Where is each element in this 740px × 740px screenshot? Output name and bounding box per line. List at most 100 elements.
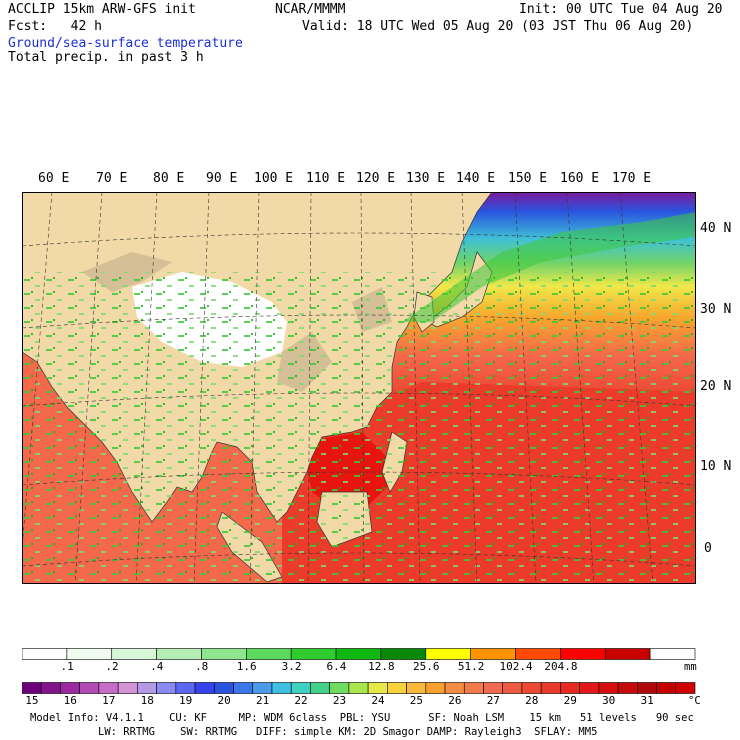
- colorbar-swatch: [156, 682, 177, 694]
- colorbar-swatch: [290, 648, 337, 660]
- colorbar-swatch: [406, 682, 427, 694]
- field-title-temperature: Ground/sea-surface temperature: [8, 36, 243, 51]
- lat-label: 20 N: [700, 379, 732, 394]
- colorbar-swatch: [579, 682, 600, 694]
- lat-lon-grid: [22, 192, 696, 584]
- colorbar-label: 24: [371, 694, 385, 707]
- colorbar-swatch: [137, 682, 157, 694]
- colorbar-label: 28: [525, 694, 539, 707]
- lon-label: 110 E: [306, 171, 346, 186]
- longitude-line: [619, 192, 654, 584]
- colorbar-label: 3.2: [281, 660, 302, 673]
- colorbar-swatch: [175, 682, 196, 694]
- lon-label: 140 E: [456, 171, 496, 186]
- colorbar-label: 6.4: [326, 660, 347, 673]
- lat-label: 10 N: [700, 459, 732, 474]
- colorbar-label: 15: [25, 694, 39, 707]
- colorbar-label: 20: [217, 694, 231, 707]
- colorbar-swatch: [233, 682, 254, 694]
- model-title: ACCLIP 15km ARW-GFS init: [8, 2, 196, 17]
- colorbar-swatch: [111, 648, 157, 660]
- lon-label: 90 E: [206, 171, 238, 186]
- map-border: [22, 192, 696, 584]
- colorbar-swatch: [335, 648, 382, 660]
- longitude-line: [74, 192, 103, 584]
- lon-label: 60 E: [38, 171, 70, 186]
- colorbar-label: 102.4: [499, 660, 533, 673]
- lon-label: 170 E: [612, 171, 652, 186]
- colorbar-swatch: [656, 682, 677, 694]
- latitude-line: [22, 552, 696, 567]
- longitude-line: [514, 192, 537, 584]
- lat-label: 0: [704, 541, 712, 556]
- colorbar-swatch: [310, 682, 330, 694]
- colorbar-swatch: [387, 682, 407, 694]
- colorbar-swatch: [444, 682, 465, 694]
- colorbar-swatch: [425, 648, 471, 660]
- colorbar-label: 19: [179, 694, 193, 707]
- colorbar-label: 27: [486, 694, 500, 707]
- valid-time: Valid: 18 UTC Wed 05 Aug 20 (03 JST Thu …: [302, 19, 694, 34]
- colorbar-swatch: [540, 682, 561, 694]
- colorbar-swatch: [560, 682, 580, 694]
- colorbar-label: 21: [255, 694, 270, 707]
- precip-colorbar: [22, 648, 696, 660]
- precip-unit: mm: [684, 661, 697, 673]
- longitude-line: [22, 192, 53, 552]
- colorbar-swatch: [329, 682, 350, 694]
- colorbar-label: 31: [640, 694, 654, 707]
- colorbar-swatch: [252, 682, 273, 694]
- colorbar-swatch: [649, 648, 696, 660]
- colorbar-label: 30: [602, 694, 616, 707]
- colorbar-label: .1: [60, 660, 74, 673]
- temperature-colorbar: [22, 682, 696, 694]
- longitude-line: [410, 192, 421, 584]
- colorbar-swatch: [117, 682, 138, 694]
- colorbar-label: 29: [563, 694, 577, 707]
- colorbar-swatch: [22, 682, 42, 694]
- colorbar-label: 22: [294, 694, 308, 707]
- latitude-line: [22, 392, 696, 407]
- colorbar-swatch: [194, 682, 215, 694]
- colorbar-label: 23: [332, 694, 347, 707]
- colorbar-swatch: [637, 682, 657, 694]
- colorbar-label: 26: [448, 694, 462, 707]
- forecast-hour: Fcst: 42 h: [8, 19, 102, 34]
- colorbar-swatch: [22, 648, 68, 660]
- longitude-line: [135, 192, 158, 584]
- precip-band-north: [402, 212, 696, 322]
- latitude-line: [22, 314, 696, 329]
- colorbar-swatch: [502, 682, 523, 694]
- temperature-unit: °C: [688, 695, 701, 707]
- lon-label: 80 E: [153, 171, 185, 186]
- lon-label: 100 E: [254, 171, 294, 186]
- precip-overlay: [22, 272, 696, 584]
- colorbar-swatch: [40, 682, 61, 694]
- lon-label: 160 E: [560, 171, 600, 186]
- lon-label: 150 E: [508, 171, 548, 186]
- colorbar-swatch: [380, 648, 427, 660]
- colorbar-swatch: [213, 682, 234, 694]
- colorbar-swatch: [290, 682, 311, 694]
- colorbar-swatch: [521, 682, 542, 694]
- colorbar-label: .2: [105, 660, 119, 673]
- colorbar-swatch: [675, 682, 696, 694]
- colorbar-label: 204.8: [544, 660, 578, 673]
- latitude-line: [22, 232, 696, 247]
- colorbar-label: 18: [140, 694, 154, 707]
- colorbar-label: .8: [195, 660, 209, 673]
- model-info: Model Info: V4.1.1 CU: KF MP: WDM 6class…: [30, 712, 694, 724]
- colorbar-swatch: [617, 682, 638, 694]
- longitude-line: [566, 192, 595, 584]
- latitude-line: [22, 471, 696, 486]
- colorbar-swatch: [463, 682, 484, 694]
- weather-map: [22, 192, 696, 584]
- colorbar-label: .4: [150, 660, 164, 673]
- colorbar-label: 51.2: [457, 660, 485, 673]
- colorbar-swatch: [470, 648, 516, 660]
- model-physics: LW: RRTMG SW: RRTMG DIFF: simple KM: 2D …: [98, 726, 598, 738]
- lat-label: 40 N: [700, 221, 732, 236]
- longitude-line: [360, 192, 365, 584]
- colorbar-swatch: [98, 682, 119, 694]
- organization: NCAR/MMMM: [275, 2, 346, 17]
